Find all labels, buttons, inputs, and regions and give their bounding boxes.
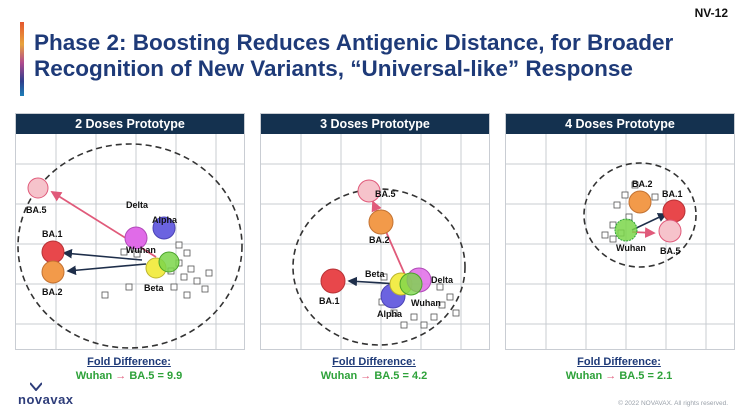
antigenic-map-4-doses: BA.2 BA.1 Wuhan BA.5 bbox=[506, 134, 734, 349]
fold-title: Fold Difference: bbox=[260, 355, 488, 369]
fold-to: BA.5 bbox=[129, 370, 154, 382]
fold-to: BA.5 bbox=[374, 370, 399, 382]
ba5-label: BA.5 bbox=[26, 205, 47, 215]
ba2-label: BA.2 bbox=[369, 235, 390, 245]
beta-label: Beta bbox=[144, 283, 165, 293]
ba2-label: BA.2 bbox=[632, 179, 653, 189]
fold-value: = 4.2 bbox=[402, 370, 427, 382]
ba5-label: BA.5 bbox=[660, 246, 681, 256]
arrow-wuhan-to-ba2 bbox=[68, 264, 146, 271]
arrow-right-icon: → bbox=[115, 370, 126, 382]
novavax-logo: novavax bbox=[18, 392, 74, 407]
ba1-label: BA.1 bbox=[42, 229, 63, 239]
copyright: © 2022 NOVAVAX. All rights reserved. bbox=[618, 400, 728, 407]
fold-value-line: Wuhan → BA.5 = 4.2 bbox=[260, 369, 488, 383]
fold-title: Fold Difference: bbox=[505, 355, 733, 369]
ba5-label: BA.5 bbox=[375, 189, 396, 199]
fold-title: Fold Difference: bbox=[15, 355, 243, 369]
wuhan-point bbox=[159, 252, 179, 272]
ba2-point bbox=[369, 210, 393, 234]
fold-value-line: Wuhan → BA.5 = 2.1 bbox=[505, 369, 733, 383]
antigenic-map-2-doses: BA.5 Delta Alpha BA.1 Wuhan BA.2 Beta bbox=[16, 134, 244, 349]
fold-from: Wuhan bbox=[566, 370, 602, 382]
beta-label: Beta bbox=[365, 269, 386, 279]
alpha-label: Alpha bbox=[377, 309, 403, 319]
wuhan-label: Wuhan bbox=[616, 243, 646, 253]
fold-value-line: Wuhan → BA.5 = 9.9 bbox=[15, 369, 243, 383]
panel-4-doses: 4 Doses Prototype bbox=[505, 113, 735, 350]
wuhan-point bbox=[615, 219, 637, 241]
arrow-right-icon: → bbox=[605, 370, 616, 382]
fold-difference-2-doses: Fold Difference: Wuhan → BA.5 = 9.9 bbox=[15, 355, 243, 383]
slide-title-line-1: Phase 2: Boosting Reduces Antigenic Dist… bbox=[34, 30, 734, 56]
ba1-label: BA.1 bbox=[319, 296, 340, 306]
fold-difference-4-doses: Fold Difference: Wuhan → BA.5 = 2.1 bbox=[505, 355, 733, 383]
accent-bar bbox=[20, 22, 24, 96]
wuhan-point bbox=[400, 273, 422, 295]
fold-to: BA.5 bbox=[619, 370, 644, 382]
slide-id: NV-12 bbox=[695, 6, 728, 20]
panel-heading: 2 Doses Prototype bbox=[16, 114, 244, 134]
fold-value: = 2.1 bbox=[647, 370, 672, 382]
panel-heading: 4 Doses Prototype bbox=[506, 114, 734, 134]
ba5-point bbox=[28, 178, 48, 198]
fold-difference-3-doses: Fold Difference: Wuhan → BA.5 = 4.2 bbox=[260, 355, 488, 383]
fold-from: Wuhan bbox=[321, 370, 357, 382]
panel-3-doses: 3 Doses Prototype bbox=[260, 113, 490, 350]
fold-value: = 9.9 bbox=[157, 370, 182, 382]
ba2-point bbox=[42, 261, 64, 283]
slide: NV-12 Phase 2: Boosting Reduces Antigeni… bbox=[0, 0, 750, 414]
panel-heading: 3 Doses Prototype bbox=[261, 114, 489, 134]
slide-title-line-2: Recognition of New Variants, “Universal-… bbox=[34, 56, 734, 82]
ba1-label: BA.1 bbox=[662, 189, 683, 199]
ba2-label: BA.2 bbox=[42, 287, 63, 297]
ba1-point bbox=[42, 241, 64, 263]
delta-label: Delta bbox=[126, 200, 149, 210]
novavax-logo-icon bbox=[30, 381, 42, 391]
panel-2-doses: 2 Doses Prototype bbox=[15, 113, 245, 350]
wuhan-label: Wuhan bbox=[411, 298, 441, 308]
ba2-point bbox=[629, 191, 651, 213]
ba5-point bbox=[659, 220, 681, 242]
ba1-point bbox=[321, 269, 345, 293]
arrow-right-icon: → bbox=[360, 370, 371, 382]
fold-from: Wuhan bbox=[76, 370, 112, 382]
ba1-point bbox=[663, 200, 685, 222]
slide-title: Phase 2: Boosting Reduces Antigenic Dist… bbox=[34, 30, 734, 82]
delta-label: Delta bbox=[431, 275, 454, 285]
antigenic-map-3-doses: BA.5 BA.2 BA.1 Beta Delta Wuhan Alpha bbox=[261, 134, 489, 349]
wuhan-label: Wuhan bbox=[126, 245, 156, 255]
alpha-label: Alpha bbox=[152, 215, 178, 225]
